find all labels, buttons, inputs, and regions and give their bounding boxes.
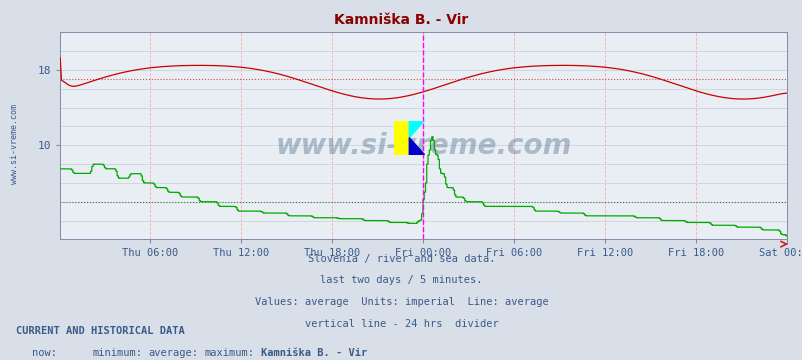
Text: Kamniška B. - Vir: Kamniška B. - Vir xyxy=(334,13,468,27)
Text: Values: average  Units: imperial  Line: average: Values: average Units: imperial Line: av… xyxy=(254,297,548,307)
Text: last two days / 5 minutes.: last two days / 5 minutes. xyxy=(320,275,482,285)
Text: average:: average: xyxy=(148,348,198,358)
Text: Kamniška B. - Vir: Kamniška B. - Vir xyxy=(261,348,367,358)
Text: maximum:: maximum: xyxy=(205,348,254,358)
Text: CURRENT AND HISTORICAL DATA: CURRENT AND HISTORICAL DATA xyxy=(16,326,184,336)
Text: Slovenia / river and sea data.: Slovenia / river and sea data. xyxy=(307,254,495,264)
Text: minimum:: minimum: xyxy=(92,348,142,358)
Text: www.si-vreme.com: www.si-vreme.com xyxy=(275,132,571,160)
Text: www.si-vreme.com: www.si-vreme.com xyxy=(10,104,18,184)
Polygon shape xyxy=(394,121,409,155)
Polygon shape xyxy=(409,121,424,138)
Polygon shape xyxy=(409,138,424,155)
Text: vertical line - 24 hrs  divider: vertical line - 24 hrs divider xyxy=(304,319,498,329)
Text: now:: now: xyxy=(32,348,57,358)
